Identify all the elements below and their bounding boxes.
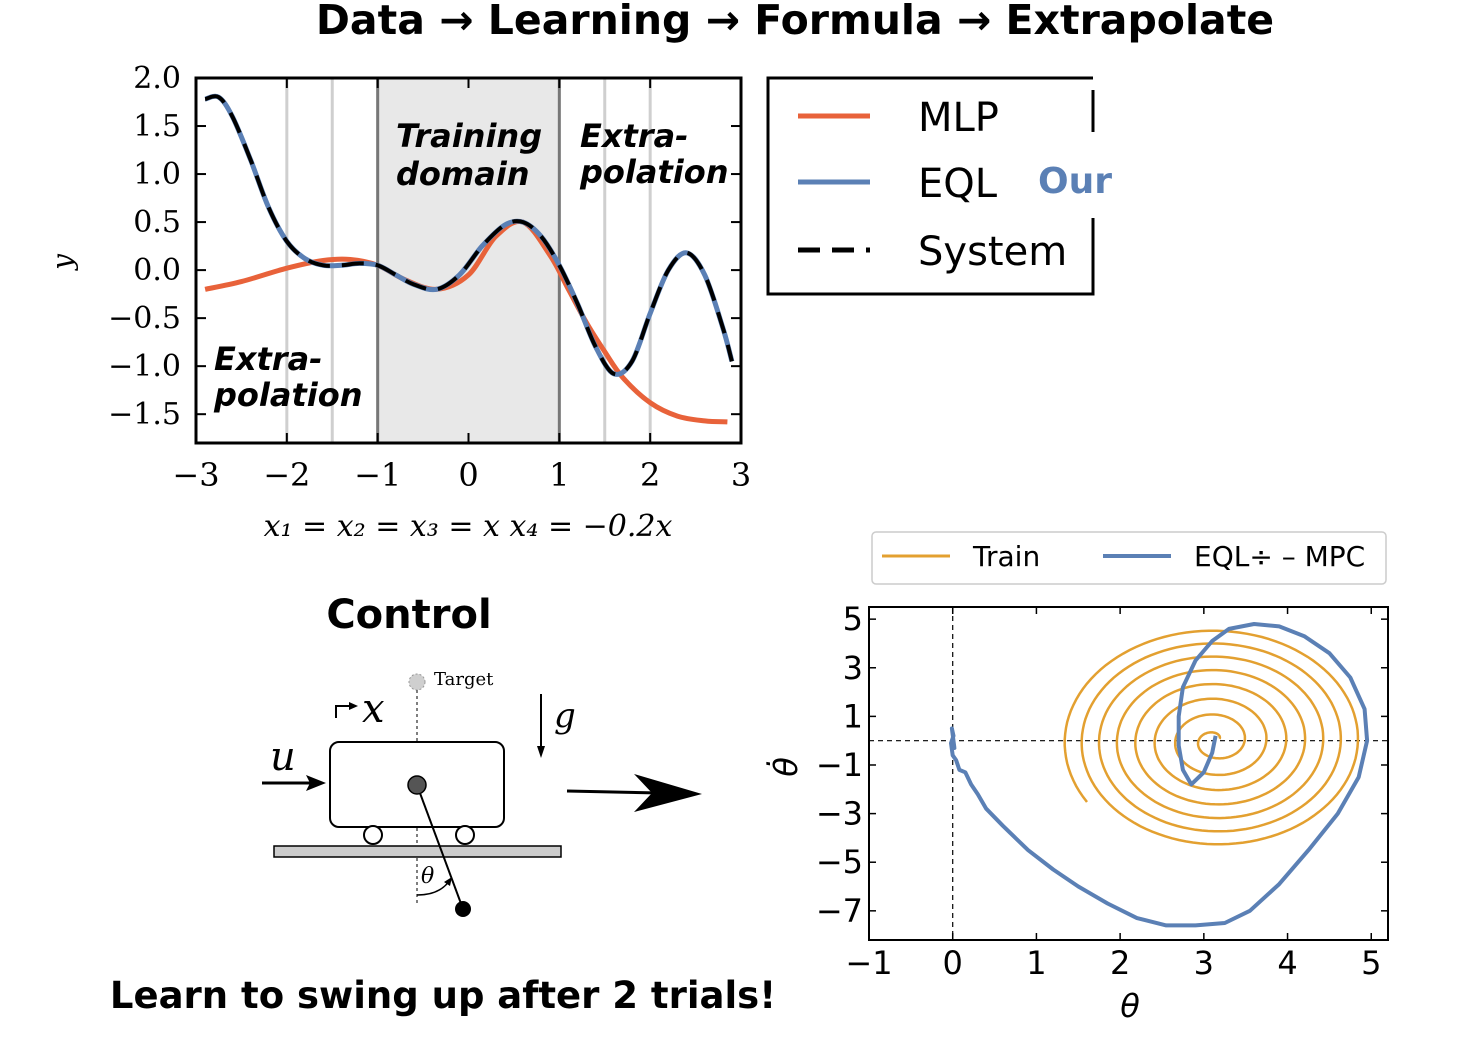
- caption: Learn to swing up after 2 trials!: [110, 974, 776, 1017]
- y-tick-label: −5: [816, 843, 863, 881]
- control-title: Control: [326, 592, 491, 638]
- x-tick-label: 5: [1361, 944, 1381, 982]
- x-symbol: x: [362, 686, 385, 732]
- legend-our-label: Our: [1038, 161, 1112, 202]
- x-direction-arrow: [335, 705, 355, 718]
- chart-a: −3 −2 −1 0 1 2 3 2.0 1.5 1.0 0.5 0.0 −0.5 −1.0 −1.5 y…: [46, 61, 1112, 544]
- theta-symbol: θ: [421, 864, 434, 889]
- chart-b-legend: Train EQL÷ – MPC: [871, 531, 1387, 585]
- annotation-training-line1: Training: [396, 117, 542, 155]
- chart-b: Train EQL÷ – MPC −1 0 1 2 3 4 5 531−1−3−5−7 θ …: [766, 531, 1389, 1025]
- x-tick-label: −1: [354, 456, 401, 494]
- y-tick-label: 2.0: [133, 61, 181, 96]
- x-tick-label: 1: [1026, 944, 1046, 982]
- y-tick-label: −1: [816, 746, 863, 784]
- x-tick-label: 4: [1277, 944, 1297, 982]
- legend-eql-mpc-label: EQL÷ – MPC: [1194, 540, 1365, 573]
- y-tick-label: 5: [843, 600, 863, 638]
- y-tick-label: 3: [843, 649, 863, 687]
- x-tick-label: −3: [172, 456, 219, 494]
- annotation-extra-left-line1: Extra-: [214, 340, 322, 378]
- x-tick-label: 0: [458, 456, 478, 494]
- chart-b-frame: [868, 606, 1389, 941]
- y-tick-label: 1.5: [133, 109, 181, 144]
- g-symbol: g: [554, 696, 576, 736]
- chart-b-xlabel: θ: [1120, 987, 1140, 1025]
- legend-eql-label: EQL: [918, 161, 998, 207]
- x-tick-label: 3: [731, 456, 751, 494]
- y-tick-label: −0.5: [108, 301, 181, 336]
- y-tick-label: −3: [816, 795, 863, 833]
- annotation-extrapolation-left: Extra- polation: [213, 340, 362, 414]
- chart-a-ylabel: y: [46, 253, 79, 272]
- main-title: Data → Learning → Formula → Extrapolate: [316, 0, 1274, 44]
- annotation-extra-right-line2: polation: [579, 153, 728, 191]
- pendulum-rod: [416, 784, 464, 910]
- x-direction-arrowhead: [349, 702, 358, 710]
- y-tick-label: −7: [816, 892, 863, 930]
- legend-mlp-label: MLP: [918, 95, 999, 141]
- big-arrow-shaft: [566, 789, 661, 795]
- track-rail: [273, 845, 562, 858]
- y-tick-label: −1.5: [108, 397, 181, 432]
- chart-b-yticks: 5 3 1 −1 −3 −5 −7: [816, 600, 1388, 930]
- chart-a-yticks: 2.0 1.5 1.0 0.5 0.0 −0.5 −1.0 −1.5: [108, 61, 741, 432]
- x-tick-label: 2: [640, 456, 660, 494]
- y-tick-label: 1.0: [133, 157, 181, 192]
- chart-a-xlabel: x₁ = x₂ = x₃ = x x₄ = −0.2x: [264, 509, 673, 544]
- target-marker: [408, 673, 426, 691]
- annotation-training-line2: domain: [396, 155, 530, 193]
- pendulum-bob: [455, 901, 471, 917]
- chart-b-ylabel: θ̇: [766, 757, 805, 777]
- y-tick-label: 1: [843, 697, 863, 735]
- x-tick-label: −2: [263, 456, 310, 494]
- big-arrow-head: [634, 774, 702, 812]
- x-tick-label: 2: [1110, 944, 1130, 982]
- u-symbol: u: [270, 734, 296, 780]
- annotation-extrapolation-right: Extra- polation: [579, 117, 728, 191]
- cart-wheel-left: [363, 825, 383, 845]
- series-train-line: [1063, 629, 1360, 846]
- x-tick-label: −1: [845, 944, 892, 982]
- series-system-line: [204, 94, 734, 377]
- gravity-arrowhead: [537, 746, 545, 758]
- chart-b-xticks: −1 0 1 2 3 4 5: [845, 607, 1381, 982]
- cart-pole-diagram: Target x g u θ: [262, 669, 576, 917]
- y-tick-label: −1.0: [108, 349, 181, 384]
- x-tick-label: 1: [549, 456, 569, 494]
- theta-arc-arrowhead: [444, 877, 452, 886]
- legend-a-frame: [766, 76, 1095, 296]
- x-tick-label: 3: [1194, 944, 1214, 982]
- big-arrow: [566, 774, 702, 812]
- chart-a-xticks: −3 −2 −1 0 1 2 3: [172, 78, 751, 494]
- legend-system-label: System: [918, 229, 1067, 275]
- pendulum-pivot: [407, 775, 427, 795]
- cart-wheel-right: [455, 825, 475, 845]
- force-arrowhead: [306, 775, 326, 791]
- legend-train-label: Train: [972, 540, 1040, 573]
- annotation-extra-left-line2: polation: [213, 376, 362, 414]
- y-tick-label: 0.5: [133, 205, 181, 240]
- annotation-extra-right-line1: Extra-: [580, 117, 688, 155]
- chart-b-reference-lines: [869, 607, 1388, 940]
- target-label: Target: [434, 669, 494, 690]
- series-eql-mpc-line: [949, 622, 1370, 928]
- x-tick-label: 0: [943, 944, 963, 982]
- chart-b-series: [949, 622, 1370, 928]
- chart-a-series: [204, 93, 735, 425]
- chart-a-legend: MLP EQL Our System: [766, 76, 1112, 296]
- annotation-training: Training domain: [396, 117, 553, 193]
- y-tick-label: 0.0: [133, 253, 181, 288]
